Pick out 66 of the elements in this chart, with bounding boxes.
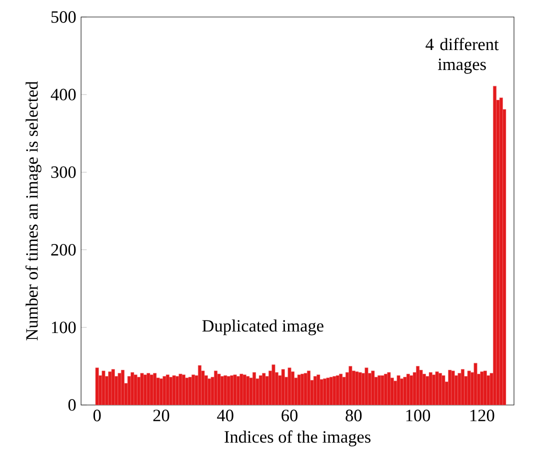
bar — [172, 375, 176, 405]
bar — [102, 370, 106, 405]
bar — [297, 374, 301, 405]
bar — [134, 374, 138, 405]
bar — [95, 368, 99, 405]
bar — [307, 370, 310, 405]
bar — [451, 370, 455, 405]
bar — [460, 369, 464, 405]
bar — [111, 369, 115, 405]
y-tick-label: 300 — [51, 166, 76, 178]
y-tick-label: 500 — [51, 11, 76, 23]
bar — [166, 374, 170, 405]
x-tick-label: 40 — [217, 410, 234, 422]
bar — [288, 368, 292, 405]
bar — [316, 374, 320, 405]
x-axis-title: Indices of the images — [224, 430, 370, 446]
bar — [121, 370, 124, 405]
bar — [406, 374, 410, 405]
bar — [258, 375, 262, 405]
bar — [127, 376, 131, 405]
bar — [313, 376, 317, 405]
bar — [358, 372, 362, 405]
x-tick-label: 120 — [470, 410, 494, 422]
bar — [242, 374, 246, 405]
bar — [442, 375, 446, 405]
bar — [217, 374, 221, 405]
bar — [304, 372, 308, 405]
bar — [233, 374, 237, 405]
bar — [380, 375, 384, 405]
bar — [419, 370, 423, 405]
bar — [118, 372, 122, 405]
bar — [499, 98, 503, 405]
bar — [326, 378, 330, 405]
bar — [458, 372, 462, 405]
bar — [140, 372, 144, 405]
y-tick-label: 200 — [51, 244, 76, 256]
bar — [188, 376, 192, 405]
y-tick-label: 0 — [68, 399, 76, 411]
x-tick-label: 100 — [406, 410, 430, 422]
x-tick-label: 20 — [153, 410, 170, 422]
bar — [396, 375, 400, 405]
bar — [252, 372, 256, 405]
bar — [336, 375, 340, 405]
y-tick-label: 100 — [52, 322, 76, 334]
bar — [220, 376, 224, 405]
bar — [467, 370, 471, 405]
bar — [387, 372, 391, 405]
bar — [226, 376, 230, 405]
bar — [281, 369, 285, 405]
bar — [182, 374, 186, 405]
annotation: Duplicated image — [202, 319, 324, 336]
x-tick-label: 60 — [282, 410, 298, 422]
bar — [435, 371, 439, 405]
x-tick-label: 80 — [346, 410, 362, 422]
bar — [348, 366, 352, 405]
y-axis-title: Number of times an image is selected — [25, 81, 42, 340]
y-tick-label: 400 — [50, 88, 76, 100]
x-tick-label: 0 — [93, 410, 101, 422]
bar — [371, 370, 375, 405]
bar — [428, 372, 432, 405]
bar — [272, 364, 276, 405]
bar — [364, 368, 368, 405]
bar — [150, 374, 154, 405]
annotation: 4 different images — [426, 38, 499, 74]
bar — [483, 370, 487, 405]
bar — [474, 362, 478, 405]
